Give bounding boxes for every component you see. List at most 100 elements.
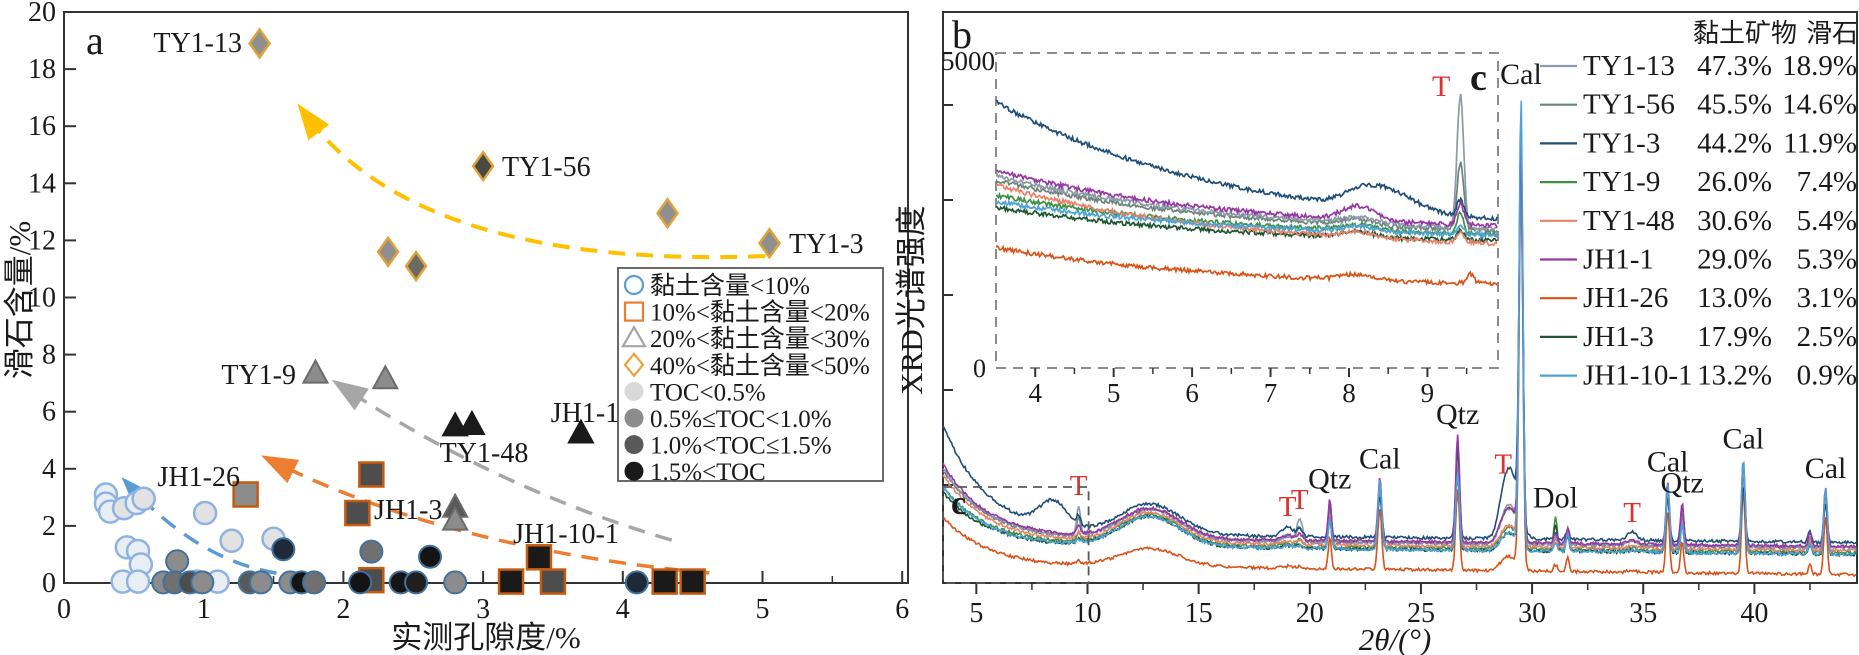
y-tick-label: 8 [42, 340, 56, 371]
y-tick-label: 20 [28, 0, 56, 28]
point-label-TY1-9: TY1-9 [221, 360, 296, 391]
inset-curve-TY1-13 [996, 93, 1498, 232]
zoom-box-letter: c [951, 485, 966, 522]
x-tick-label: 5 [756, 594, 770, 625]
y-tick-label: 6 [42, 397, 56, 428]
inset-y-max-label: 5000 [941, 46, 995, 76]
legend-clay-value: 45.5% [1697, 89, 1772, 121]
legend-clay-value: 17.9% [1697, 321, 1772, 353]
legend-sample-name: TY1-3 [1583, 127, 1660, 159]
inset-curve-JH1-1 [996, 169, 1498, 229]
panel-b-x-axis-title: 2θ/(°) [1359, 622, 1431, 655]
legend-label: 40%<黏土含量<50% [650, 352, 870, 380]
inset-x-tick-label: 8 [1342, 378, 1356, 408]
legend-talc-value: 11.9% [1783, 127, 1857, 159]
inset-talc-peak-label: T [1432, 70, 1450, 103]
point-label-TY1-3: TY1-3 [789, 229, 864, 260]
scatter-point-toc-circle [348, 570, 373, 595]
legend-marker-circle-open [623, 274, 645, 296]
trend-arrowhead [297, 103, 330, 141]
panel-a: 0 1 2 3 4 5 602468101214161820TY1-13TY1-56TY1-… [28, 0, 909, 625]
peak-label-Cal: Cal [1722, 422, 1764, 455]
legend-talc-value: 0.9% [1797, 360, 1857, 392]
legend-clay-value: 47.3% [1697, 50, 1772, 82]
legend-marker-circle-fill [624, 381, 644, 401]
y-tick-label: 14 [28, 168, 56, 199]
peak-label-Cal: Cal [1500, 58, 1542, 91]
scatter-point-triangle [567, 418, 595, 444]
legend-clay-value: 30.6% [1697, 205, 1772, 237]
panel-b-y-axis-title: XRD光谱强度 [894, 205, 929, 394]
x-tick-label: 30 [1518, 598, 1546, 629]
y-tick-label: 2 [42, 511, 56, 542]
scatter-point-triangle [458, 409, 486, 435]
inset-x-tick-label: 6 [1185, 378, 1199, 408]
panel-a-x-axis-title: 实测孔隙度/% [391, 620, 580, 655]
scatter-point-diamond [248, 27, 272, 60]
panel-b-inset: 4 5 6 7 8 9 T [995, 52, 1499, 408]
legend-frame [617, 267, 884, 482]
legend-sample-name: TY1-9 [1583, 166, 1660, 198]
peak-label-Cal: Cal [1805, 452, 1847, 485]
legend-label: 0.5%≤TOC<1.0% [650, 406, 832, 433]
scatter-point-toc-circle [271, 537, 296, 562]
peak-label-T: T [1623, 497, 1641, 529]
legend-clay-value: 44.2% [1697, 127, 1772, 159]
scatter-point-circle [219, 528, 244, 553]
scatter-point-circle [131, 486, 156, 512]
legend-label: 1.0%<TOC≤1.5% [650, 433, 832, 460]
scatter-point-toc-circle [624, 570, 649, 595]
scatter-point-square [344, 499, 371, 527]
panel-a-letter: a [86, 18, 104, 63]
x-tick-label: 1 [197, 594, 211, 625]
peak-label-Qtz: Qtz [1308, 463, 1351, 496]
xrd-curve-JH1-10-1 [942, 100, 1857, 558]
panel-a-legend: 黏土含量<10%10%<黏土含量<20%20%<黏土含量<30%40%<黏土含量… [617, 267, 884, 486]
point-label-TY1-13: TY1-13 [153, 28, 242, 59]
trend-arrowhead [331, 379, 369, 411]
y-tick-label: 10 [28, 283, 56, 314]
x-tick-label: 20 [1296, 598, 1324, 629]
xrd-curve-JH1-26 [942, 175, 1857, 578]
legend-sample-name: JH1-26 [1583, 282, 1668, 314]
legend-clay-value: 29.0% [1697, 244, 1772, 276]
legend-clay-value: 26.0% [1697, 166, 1772, 198]
legend-talc-value: 5.3% [1797, 244, 1857, 276]
trend-arrowhead [261, 455, 300, 484]
peak-label-Dol: Dol [1533, 481, 1578, 514]
legend-sample-name: TY1-48 [1583, 205, 1675, 237]
x-tick-label: 2 [336, 594, 350, 625]
xrd-curve-TY1-3 [942, 150, 1857, 546]
scatter-point-square [525, 544, 553, 571]
legend-marker-circle-fill [624, 408, 644, 428]
x-tick-label: 6 [895, 594, 909, 625]
scatter-point-diamond [376, 235, 400, 268]
y-tick-label: 4 [42, 454, 56, 485]
inset-curves [996, 93, 1498, 287]
point-label-JH1-26: JH1-26 [158, 462, 240, 493]
legend-header-clay: 黏土矿物 [1693, 19, 1797, 48]
point-label-JH1-3: JH1-3 [374, 495, 442, 526]
scatter-point-diamond [655, 197, 680, 230]
legend-talc-value: 3.1% [1797, 282, 1857, 314]
scatter-point-triangle [441, 505, 469, 531]
legend-clay-value: 13.0% [1697, 282, 1772, 314]
legend-label: 10%<黏土含量<20% [650, 299, 870, 327]
point-label-JH1-10-1: JH1-10-1 [513, 519, 619, 550]
peak-label-T: T [1291, 484, 1309, 516]
legend-talc-value: 2.5% [1797, 321, 1857, 353]
y-tick-label: 12 [28, 225, 56, 256]
scatter-point-square [232, 481, 259, 508]
peak-label-Qtz: Qtz [1436, 398, 1479, 431]
inset-x-tick-label: 5 [1107, 378, 1121, 408]
scatter-point-toc-circle [190, 570, 215, 595]
point-label-JH1-1: JH1-1 [551, 398, 619, 429]
peak-label-T: T [1494, 448, 1512, 480]
legend-marker-circle-fill [624, 461, 644, 481]
panel-b-legend: TY1-13 47.3% 18.9% TY1-56 45.5% 14.6% TY1-3 44.… [1540, 50, 1857, 392]
legend-marker-circle-fill [624, 435, 644, 455]
x-tick-label: 3 [476, 594, 490, 625]
